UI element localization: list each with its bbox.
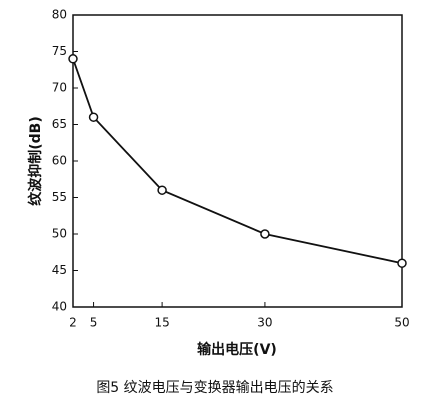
x-tick-label: 2 [69,316,77,330]
y-tick-label: 70 [52,81,67,95]
y-axis-label: 纹波抑制(dB) [27,116,44,206]
caption: 图5 纹波电压与变换器输出电压的关系 [96,379,333,396]
x-tick-label: 30 [257,316,272,330]
point [397,258,407,268]
x-tick-label: 15 [154,316,169,330]
y-tick-label: 40 [52,300,67,314]
y-tick-label: 50 [52,227,67,241]
point [88,112,99,122]
point [157,185,167,195]
line [72,58,403,265]
y-tick-label: 75 [52,44,67,58]
y-tick-label: 45 [52,263,67,277]
y-tick-label: 80 [52,8,67,22]
x-axis-label: 输出电压(V) [197,341,277,358]
point [68,54,78,64]
x-tick-label: 5 [90,316,98,330]
y-tick-label: 55 [52,190,67,204]
x-tick-label: 50 [394,316,409,330]
plot-frame [72,14,403,308]
point [260,229,270,239]
y-tick-label: 60 [52,154,67,168]
y-tick-label: 65 [52,117,67,131]
